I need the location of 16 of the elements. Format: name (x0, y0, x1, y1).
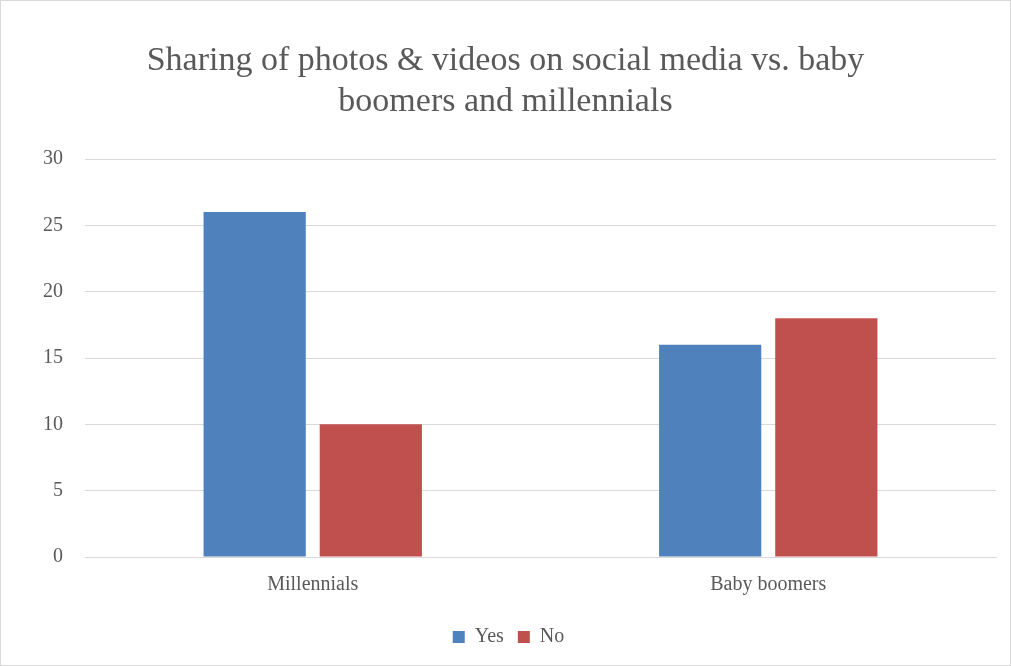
y-tick-label: 15 (43, 345, 63, 368)
legend-label: Yes (474, 624, 505, 647)
bar (659, 344, 762, 557)
chart-title: Sharing of photos & videos on social media vs. baby boomers and millennials (145, 39, 866, 120)
bar (203, 212, 306, 557)
y-tick-label: 25 (43, 212, 63, 235)
y-tick-label: 5 (53, 477, 63, 500)
legend-label: No (539, 624, 565, 647)
x-tick-label: Millennials (267, 572, 359, 595)
bar (319, 424, 422, 557)
y-tick-label: 10 (43, 411, 63, 434)
y-tick-label: 0 (53, 544, 63, 567)
y-tick-label: 20 (43, 278, 63, 301)
y-tick-label: 30 (43, 146, 63, 169)
x-tick-label: Baby boomers (710, 572, 827, 596)
bar (775, 318, 878, 557)
